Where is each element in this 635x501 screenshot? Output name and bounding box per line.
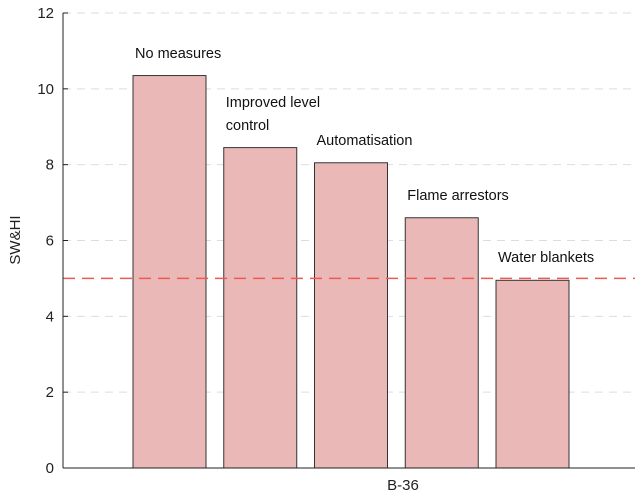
y-tick-label: 12 [37, 5, 54, 22]
y-tick-label: 0 [46, 460, 54, 477]
bar-annotation: Water blankets [498, 250, 595, 267]
bar [132, 75, 207, 469]
y-tick-label: 8 [46, 157, 54, 174]
y-tick-label: 4 [46, 308, 54, 325]
y-tick-label: 6 [46, 233, 54, 250]
y-axis-label: SW&HI [7, 215, 24, 264]
bar [223, 147, 298, 469]
y-tick-label: 10 [37, 81, 54, 98]
bar [495, 279, 570, 469]
bar [314, 162, 388, 469]
bar-annotation: Automatisation [316, 132, 413, 149]
bar [404, 217, 479, 469]
bar-annotation: No measures [135, 45, 222, 62]
y-tick-label: 2 [46, 384, 54, 401]
bar-annotation: Flame arrestors [407, 187, 509, 204]
bar-annotation: Improved level control [225, 94, 321, 134]
x-axis-label: B-36 [387, 477, 419, 494]
